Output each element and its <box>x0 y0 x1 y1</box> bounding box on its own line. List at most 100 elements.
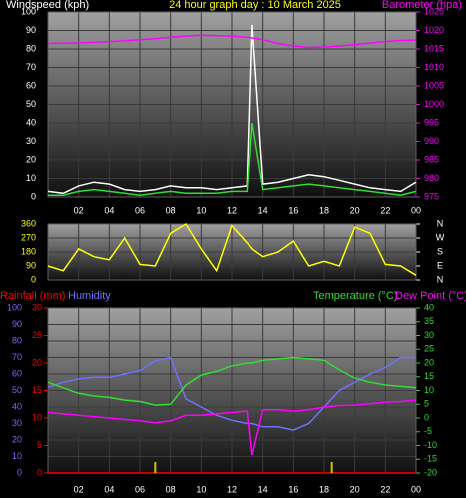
y-tick-label: 70 <box>12 352 22 362</box>
plot-border <box>47 223 417 281</box>
y2-tick-label: 25 <box>424 344 434 354</box>
y-tick-label: 40 <box>26 117 36 127</box>
y3-tick-label: 10 <box>32 412 42 422</box>
y-tick-label: 90 <box>26 25 36 35</box>
series-line <box>48 122 417 196</box>
y3-tick-label: 15 <box>32 385 42 395</box>
y2-tick-label: 980 <box>424 173 439 183</box>
y2-tick-label: -20 <box>424 467 437 477</box>
y-tick-label: 40 <box>12 401 22 411</box>
y2-tick-label: 1020 <box>424 25 444 35</box>
y-tick-label: 90 <box>12 319 22 329</box>
x-tick-label: 04 <box>104 484 114 494</box>
series-line <box>47 34 417 49</box>
series-line <box>47 399 417 456</box>
y2-tick-label: 40 <box>424 302 434 312</box>
x-tick-label: 14 <box>258 205 268 215</box>
y-tick-label: 0 <box>31 191 36 201</box>
x-tick-label: 08 <box>166 484 176 494</box>
y2-tick-label: 1005 <box>424 80 444 90</box>
y2-tick-label: 995 <box>424 117 439 127</box>
legend-label: Rainfall (mm) <box>0 290 65 302</box>
y-tick-label: 20 <box>26 154 36 164</box>
y-tick-label: 0 <box>31 274 36 284</box>
x-tick-label: 16 <box>288 205 298 215</box>
y2-tick-label: 975 <box>424 191 439 201</box>
series-line <box>47 356 416 431</box>
y2-tick-label: E <box>437 260 443 270</box>
y2-tick-label: 1025 <box>424 6 444 16</box>
y2-tick-label: 1010 <box>424 62 444 72</box>
x-tick-label: 22 <box>380 205 390 215</box>
y2-tick-label: -15 <box>424 454 437 464</box>
plot-border <box>47 11 417 198</box>
y-tick-label: 60 <box>12 368 22 378</box>
y-tick-label: 90 <box>26 260 36 270</box>
x-tick-label: 04 <box>104 205 114 215</box>
y-tick-label: 30 <box>12 418 22 428</box>
y2-tick-label: 10 <box>424 385 434 395</box>
y-tick-label: 30 <box>26 136 36 146</box>
x-tick-label: 20 <box>350 484 360 494</box>
y2-tick-label: 1000 <box>424 99 444 109</box>
y-tick-label: 100 <box>7 302 22 312</box>
y-tick-label: 50 <box>26 99 36 109</box>
y-tick-label: 80 <box>26 43 36 53</box>
x-tick-label: 06 <box>135 205 145 215</box>
y-tick-label: 50 <box>12 385 22 395</box>
y-tick-label: 60 <box>26 80 36 90</box>
x-tick-label: 16 <box>288 484 298 494</box>
y-tick-label: 360 <box>21 218 36 228</box>
chart-title: 24 hour graph day : 10 March 2025 <box>169 0 341 11</box>
y3-tick-label: 20 <box>32 357 42 367</box>
y-tick-label: 180 <box>21 246 36 256</box>
y3-tick-label: 25 <box>32 330 42 340</box>
y-tick-label: 10 <box>12 451 22 461</box>
y2-tick-label: 5 <box>424 399 429 409</box>
x-tick-label: 12 <box>227 205 237 215</box>
y3-tick-label: 30 <box>32 302 42 312</box>
y-tick-label: 0 <box>17 467 22 477</box>
y3-tick-label: 5 <box>37 440 42 450</box>
y2-tick-label: -10 <box>424 440 437 450</box>
x-tick-label: 14 <box>258 484 268 494</box>
x-tick-label: 20 <box>350 205 360 215</box>
x-tick-label: 00 <box>411 484 421 494</box>
y-tick-label: 10 <box>26 173 36 183</box>
y-tick-label: 270 <box>21 232 36 242</box>
y2-tick-label: 20 <box>424 357 434 367</box>
x-tick-label: 02 <box>74 205 84 215</box>
y2-tick-label: 985 <box>424 154 439 164</box>
y2-tick-label: N <box>437 274 444 284</box>
x-tick-label: 02 <box>74 484 84 494</box>
y-tick-label: 80 <box>12 335 22 345</box>
y-axis-title: Windspeed (kph) <box>6 0 89 11</box>
series-line <box>47 356 417 406</box>
x-tick-label: 06 <box>135 484 145 494</box>
x-tick-label: 10 <box>196 205 206 215</box>
y2-tick-label: 990 <box>424 136 439 146</box>
y3-tick-label: 0 <box>37 467 42 477</box>
y2-tick-label: 30 <box>424 330 434 340</box>
bar <box>154 462 157 473</box>
legend-label: Dew Point (°C) <box>395 290 466 302</box>
x-tick-label: 08 <box>166 205 176 215</box>
x-tick-label: 22 <box>380 484 390 494</box>
y2-tick-label: N <box>437 218 444 228</box>
legend-label: Temperature (°C) <box>313 290 397 302</box>
y2-tick-label: 0 <box>424 412 429 422</box>
bar <box>330 462 333 473</box>
series-line <box>47 24 417 195</box>
x-tick-label: 10 <box>196 484 206 494</box>
y-tick-label: 100 <box>21 6 36 16</box>
y-tick-label: 20 <box>12 434 22 444</box>
y2-tick-label: S <box>437 246 443 256</box>
x-tick-label: 18 <box>319 205 329 215</box>
y2-tick-label: 1015 <box>424 43 444 53</box>
y2-tick-label: 35 <box>424 316 434 326</box>
y2-tick-label: W <box>436 232 445 242</box>
x-tick-label: 00 <box>411 205 421 215</box>
y2-tick-label: -5 <box>424 426 432 436</box>
